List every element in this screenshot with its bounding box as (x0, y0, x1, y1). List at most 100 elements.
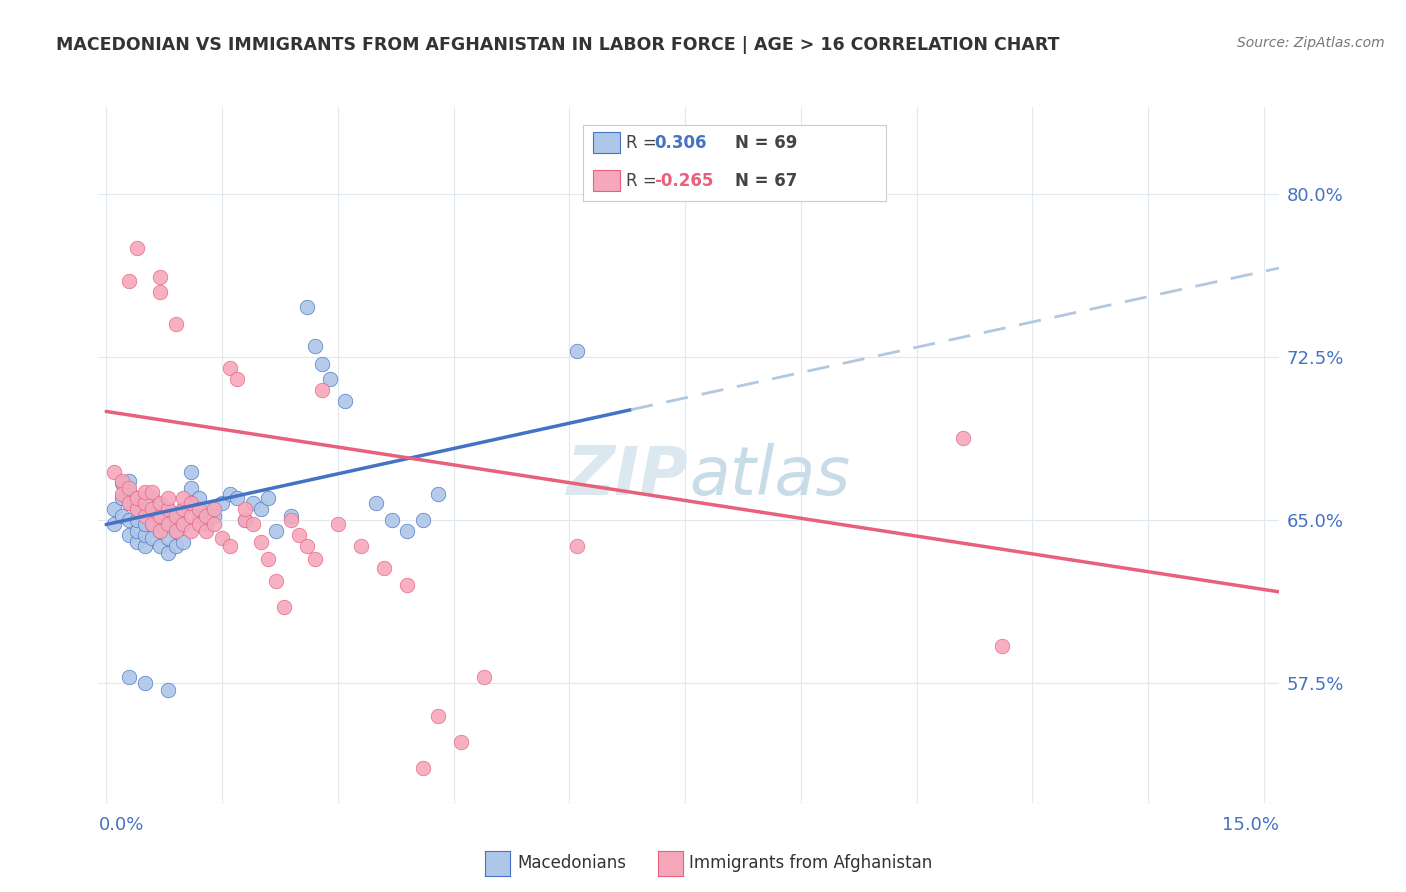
Point (110, 491, 132, 506)
Point (134, 676, 156, 690)
Point (257, 491, 280, 506)
Point (125, 535, 148, 549)
Point (434, 835, 457, 849)
Point (195, 502, 218, 516)
Point (125, 524, 148, 538)
Point (118, 484, 141, 499)
Text: Immigrants from Afghanistan: Immigrants from Afghanistan (689, 855, 932, 872)
Point (149, 513, 172, 527)
Point (249, 502, 271, 516)
Point (180, 524, 202, 538)
Point (280, 508, 302, 523)
Point (141, 491, 163, 506)
Point (952, 431, 974, 445)
Point (125, 513, 148, 527)
Point (172, 502, 194, 516)
Point (180, 496, 202, 510)
Text: 0.0%: 0.0% (98, 816, 143, 834)
Point (118, 474, 141, 488)
Point (195, 508, 218, 523)
Point (180, 481, 202, 495)
Point (156, 502, 179, 516)
Point (103, 517, 125, 532)
Point (249, 535, 271, 549)
Point (474, 670, 496, 684)
Point (280, 513, 302, 527)
Point (450, 735, 472, 749)
Point (373, 561, 395, 575)
Text: N = 69: N = 69 (734, 134, 797, 152)
Point (427, 708, 450, 723)
Point (165, 513, 187, 527)
Point (335, 393, 357, 408)
Point (288, 528, 311, 542)
Text: Source: ZipAtlas.com: Source: ZipAtlas.com (1237, 36, 1385, 50)
Point (141, 531, 163, 545)
Point (149, 496, 172, 510)
Point (264, 574, 287, 588)
Point (156, 491, 179, 506)
Point (396, 578, 419, 592)
Point (218, 361, 240, 376)
Text: N = 67: N = 67 (734, 172, 797, 190)
Point (110, 474, 132, 488)
Point (218, 539, 240, 553)
Point (295, 539, 318, 553)
Point (233, 513, 256, 527)
Point (304, 552, 326, 566)
Point (172, 491, 194, 506)
Point (366, 496, 388, 510)
Text: MACEDONIAN VS IMMIGRANTS FROM AFGHANISTAN IN LABOR FORCE | AGE > 16 CORRELATION : MACEDONIAN VS IMMIGRANTS FROM AFGHANISTA… (56, 36, 1060, 54)
Point (110, 487, 132, 501)
Point (125, 491, 148, 506)
Point (141, 517, 163, 532)
Point (565, 539, 588, 553)
Point (172, 535, 194, 549)
Point (195, 517, 218, 532)
Point (381, 513, 404, 527)
Point (125, 502, 148, 516)
Text: atlas: atlas (689, 442, 851, 508)
Point (141, 502, 163, 516)
Point (226, 491, 249, 506)
Point (180, 465, 202, 479)
Point (156, 517, 179, 532)
Point (396, 524, 419, 538)
Point (218, 487, 240, 501)
Point (180, 508, 202, 523)
Point (211, 531, 233, 545)
Point (257, 552, 280, 566)
Point (202, 508, 225, 523)
Point (165, 524, 187, 538)
Point (195, 524, 218, 538)
Point (118, 496, 141, 510)
Point (172, 502, 194, 516)
Point (319, 372, 342, 386)
Point (149, 508, 172, 523)
Point (156, 502, 179, 516)
FancyBboxPatch shape (592, 170, 620, 191)
Point (156, 546, 179, 560)
Text: Macedonians: Macedonians (517, 855, 627, 872)
Point (103, 465, 125, 479)
Point (149, 539, 172, 553)
Point (118, 496, 141, 510)
Point (149, 498, 172, 512)
Point (311, 383, 333, 397)
Point (427, 487, 450, 501)
Point (233, 502, 256, 516)
FancyBboxPatch shape (592, 132, 620, 153)
Point (165, 508, 187, 523)
Point (118, 528, 141, 542)
Point (134, 508, 156, 523)
Point (156, 517, 179, 532)
Point (990, 640, 1012, 654)
Point (172, 517, 194, 532)
Point (311, 357, 333, 371)
Point (125, 502, 148, 516)
Point (118, 513, 141, 527)
Point (149, 524, 172, 538)
Point (295, 300, 318, 314)
Point (187, 517, 209, 532)
Point (226, 372, 249, 386)
